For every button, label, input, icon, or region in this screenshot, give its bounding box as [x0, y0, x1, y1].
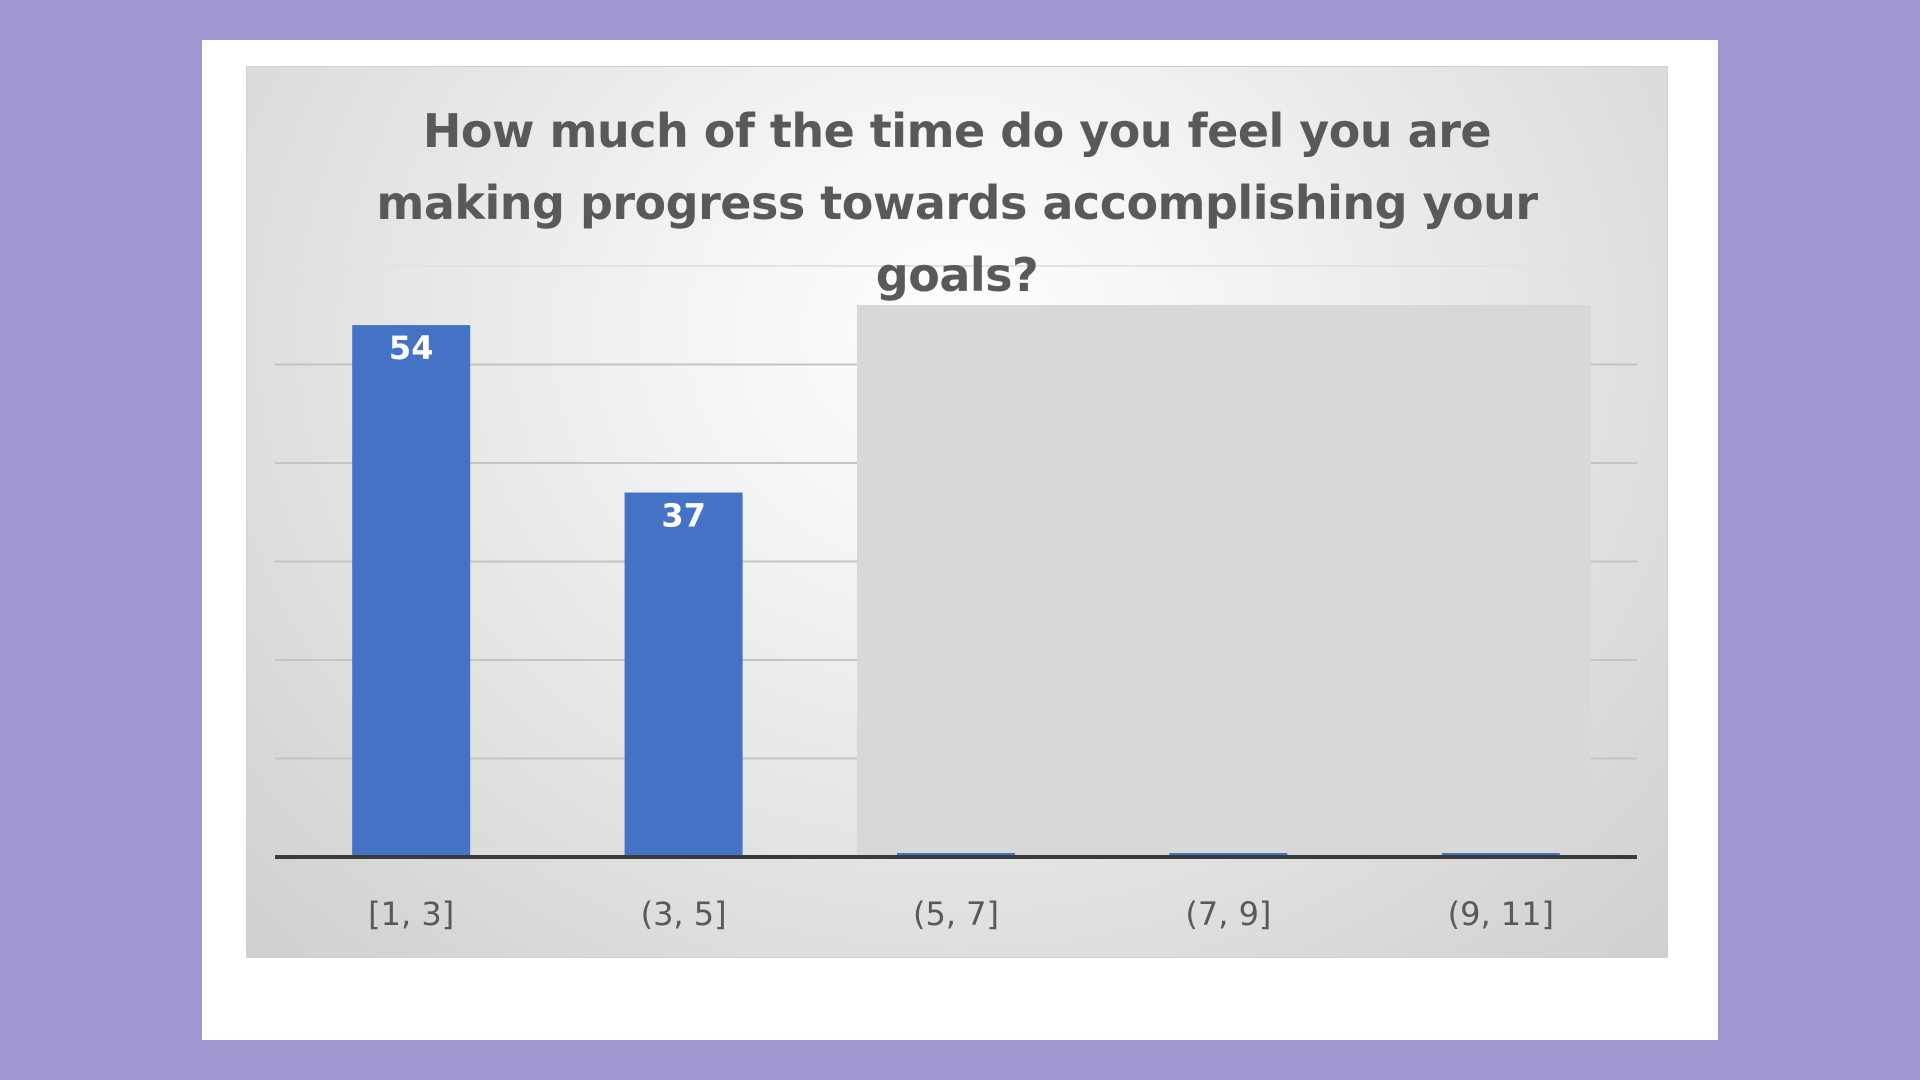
bar-stub [897, 853, 1015, 856]
bar-stub [1441, 853, 1560, 856]
data-label: 37 [661, 497, 706, 535]
occluding-box [857, 305, 1591, 857]
x-tick-label: (9, 11] [1448, 895, 1554, 933]
bar-stub [1169, 853, 1288, 856]
x-tick-label: (5, 7] [913, 895, 999, 933]
x-tick-label: (7, 9] [1185, 895, 1271, 933]
data-label: 54 [389, 329, 434, 367]
bar [352, 325, 471, 858]
bar-chart: 54 [1, 3] 37 (3, 5] (5, 7] (7, 9] (9, 11] [275, 265, 1637, 933]
x-tick-label: [1, 3] [368, 895, 454, 933]
chart-panel: 54 [1, 3] 37 (3, 5] (5, 7] (7, 9] (9, 11] How … [246, 66, 1668, 958]
x-tick-label: (3, 5] [641, 895, 727, 933]
slide-card: 54 [1, 3] 37 (3, 5] (5, 7] (7, 9] (9, 11] How … [202, 40, 1718, 1040]
chart-title: How much of the time do you feel you are… [376, 104, 1538, 302]
bar [624, 492, 743, 857]
